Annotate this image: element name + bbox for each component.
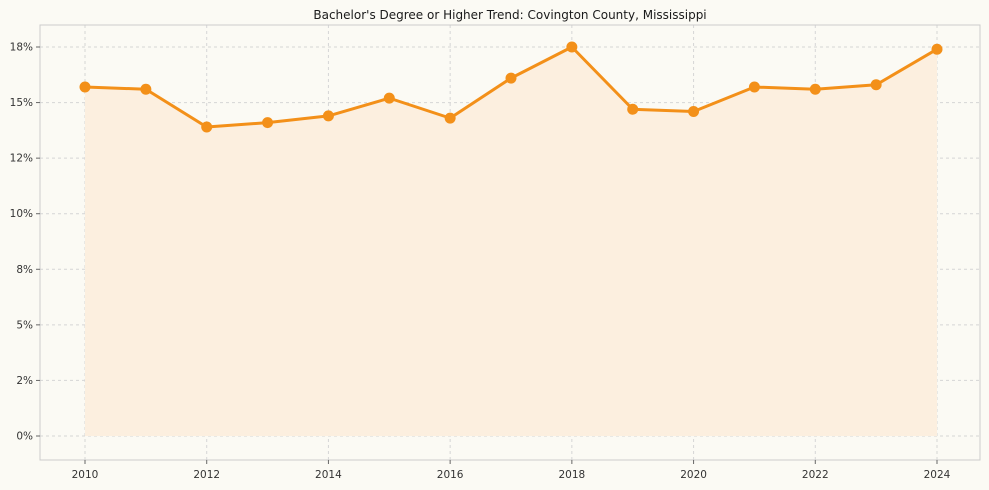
y-tick-label: 15% xyxy=(10,97,33,109)
data-point xyxy=(688,105,700,117)
y-tick-label: 18% xyxy=(10,42,33,54)
data-point xyxy=(566,41,578,53)
x-tick-label: 2014 xyxy=(315,469,342,481)
data-points xyxy=(79,41,943,133)
x-tick-label: 2020 xyxy=(680,469,707,481)
data-point xyxy=(748,81,760,93)
chart-title: Bachelor's Degree or Higher Trend: Covin… xyxy=(313,8,707,22)
y-tick-label: 2% xyxy=(16,375,33,387)
y-tick-label: 12% xyxy=(10,153,33,165)
data-point xyxy=(201,121,213,133)
x-tick-label: 2022 xyxy=(802,469,829,481)
plot-border xyxy=(39,24,981,461)
x-tick-label: 2016 xyxy=(437,469,464,481)
x-tick-label: 2010 xyxy=(72,469,99,481)
data-point xyxy=(262,117,274,129)
data-point xyxy=(79,81,91,93)
data-point xyxy=(931,43,943,55)
area-fill xyxy=(85,47,937,436)
data-point xyxy=(870,79,882,91)
data-point xyxy=(627,103,639,115)
y-tick-label: 10% xyxy=(10,208,33,220)
data-point xyxy=(322,110,334,122)
data-point xyxy=(140,83,152,95)
y-tick-label: 8% xyxy=(16,264,33,276)
data-point xyxy=(444,112,456,124)
axis-ticks xyxy=(36,46,938,464)
x-tick-label: 2012 xyxy=(193,469,220,481)
data-point xyxy=(505,72,517,84)
axis-labels: 2010 2012 2014 2016 2018 2020 2022 2024 0% 2% 5% 8%… xyxy=(10,42,951,482)
data-point xyxy=(809,83,821,95)
x-tick-label: 2024 xyxy=(924,469,951,481)
y-tick-label: 5% xyxy=(16,319,33,331)
x-tick-label: 2018 xyxy=(558,469,585,481)
data-point xyxy=(383,92,395,104)
y-tick-label: 0% xyxy=(16,431,33,443)
